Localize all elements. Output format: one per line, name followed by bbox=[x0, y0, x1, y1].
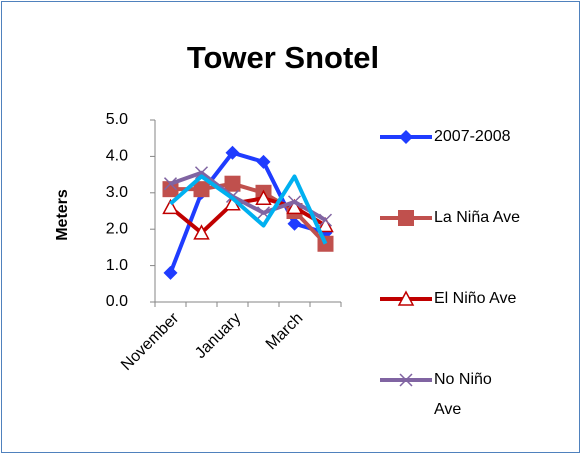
marker bbox=[224, 175, 241, 192]
legend-label: 2007-2008 bbox=[434, 128, 511, 145]
y-axis-label: Meters bbox=[54, 189, 71, 241]
chart-title: Tower Snotel bbox=[187, 40, 379, 75]
marker bbox=[399, 373, 413, 387]
y-tick-label: 4.0 bbox=[106, 148, 128, 165]
y-tick-label: 3.0 bbox=[106, 184, 128, 201]
marker bbox=[193, 224, 210, 240]
y-tick-label: 5.0 bbox=[106, 111, 128, 128]
marker bbox=[287, 216, 302, 231]
marker bbox=[398, 210, 414, 226]
marker bbox=[399, 130, 413, 144]
marker bbox=[225, 145, 240, 160]
marker bbox=[286, 198, 303, 215]
legend-item: 2007-2008 bbox=[380, 128, 511, 145]
y-tick-label: 1.0 bbox=[106, 257, 128, 274]
marker bbox=[163, 177, 178, 191]
marker bbox=[162, 198, 179, 215]
series-line bbox=[169, 174, 328, 245]
legend-item: La Niña Ave bbox=[380, 209, 520, 226]
legend-label: La Niña Ave bbox=[434, 209, 520, 226]
y-tick-label: 2.0 bbox=[106, 220, 128, 237]
marker bbox=[256, 154, 271, 169]
marker bbox=[318, 213, 333, 227]
legend-label: El Niño Ave bbox=[434, 290, 517, 307]
marker bbox=[162, 181, 179, 198]
marker bbox=[194, 166, 209, 180]
marker bbox=[397, 290, 415, 306]
marker bbox=[287, 195, 302, 209]
marker bbox=[163, 265, 178, 280]
series-line bbox=[169, 170, 327, 222]
marker bbox=[255, 189, 272, 206]
legend-item: No Niño Ave bbox=[380, 371, 492, 418]
legend-label: No Niño Ave bbox=[434, 371, 492, 418]
marker bbox=[193, 181, 210, 198]
legend-item: El Niño Ave bbox=[380, 290, 517, 307]
y-tick-label: 0.0 bbox=[106, 293, 128, 310]
marker bbox=[317, 216, 334, 233]
